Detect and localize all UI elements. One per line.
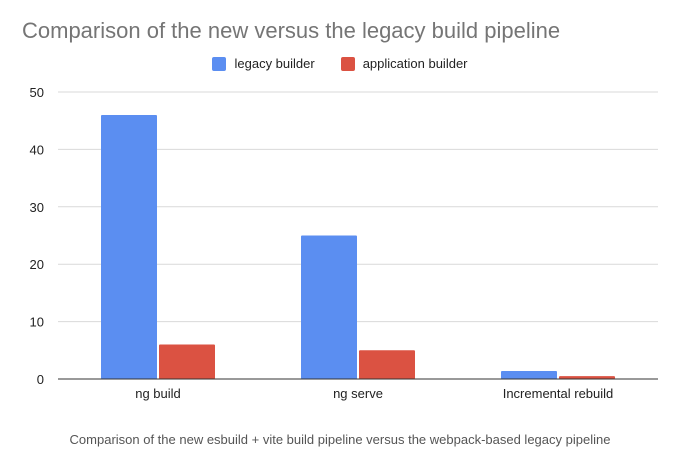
chart-legend: legacy builder application builder [0,56,680,71]
y-tick-label: 40 [30,142,44,157]
bar-application-builder [159,344,215,379]
bar-chart: 0 10 20 30 40 50 ng build ng serve Incremental r… [30,85,658,401]
y-tick-label: 50 [30,85,44,100]
figure-caption: Comparison of the new esbuild + vite bui… [69,432,611,447]
y-tick-label: 0 [37,372,44,387]
bar-application-builder [359,350,415,379]
chart-title: Comparison of the new versus the legacy … [22,18,561,43]
legend-swatch-legacy-builder [212,56,227,71]
y-tick-label: 30 [30,200,44,215]
y-tick-label: 20 [30,257,44,272]
x-tick-label: ng build [135,386,181,401]
legend-label-legacy-builder: legacy builder [234,56,315,71]
x-tick-label: Incremental rebuild [503,386,614,401]
legend-item-application-builder: application builder [340,56,468,71]
bar-legacy-builder [101,114,157,380]
legend-swatch-application-builder [340,56,355,71]
bar-legacy-builder [301,235,357,379]
x-tick-label: ng serve [333,386,383,401]
y-tick-label: 10 [30,315,44,330]
bar-application-builder [559,376,615,379]
bar-legacy-builder [501,370,557,379]
legend-label-application-builder: application builder [362,56,468,71]
legend-item-legacy-builder: legacy builder [212,56,315,71]
